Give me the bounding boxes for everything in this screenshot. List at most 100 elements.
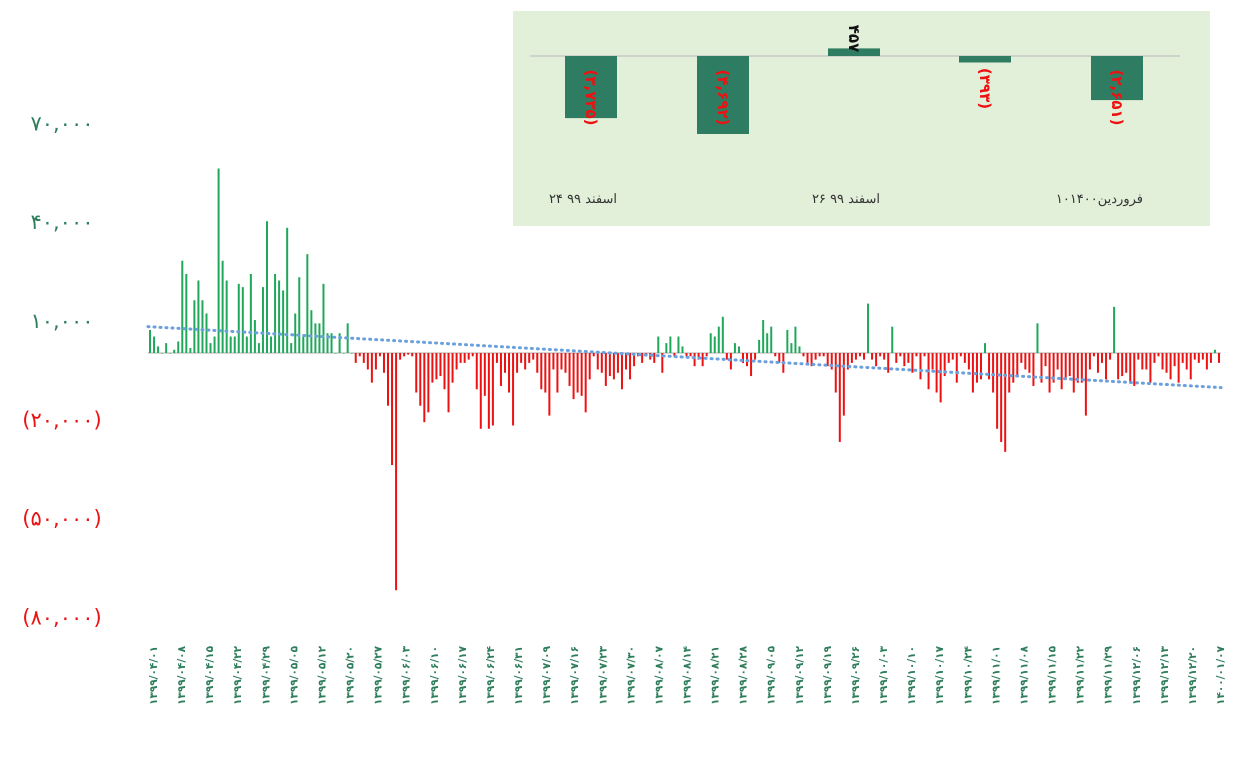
bar [245,336,248,353]
bar [1060,353,1063,390]
trendline [146,325,1223,390]
bar [717,326,720,353]
bar [568,353,571,386]
bar [996,353,999,429]
bar [988,353,991,380]
bar [1165,353,1168,373]
bar [241,287,244,353]
bar [1141,353,1144,370]
bar [1056,353,1059,370]
bar [512,353,515,426]
bar [237,283,240,353]
x-tick-label: ۱۳۹۹/۰۶/۱۰ [429,646,441,705]
bar [378,353,381,357]
inset-value-label: ۴۵۷ [845,25,863,52]
bar [596,353,599,370]
bar [177,341,180,353]
bar [503,353,506,373]
inset-background [513,11,1210,226]
bar [657,336,660,353]
bar [358,353,361,357]
bar [887,353,890,373]
bar [967,353,970,370]
bar [1020,353,1023,363]
bar [822,353,825,357]
bar [193,300,196,353]
bar [173,349,176,353]
bar [1145,353,1148,370]
bar [863,353,866,360]
inset-chart: (۲,۶۵۱) (۳۹۳) ۴۵۷ (۴,۶۹۲) (۳,۷۳۵) ۱۰فروردین۱… [513,11,1210,226]
bar [951,353,954,360]
bar [1052,353,1055,383]
bar [395,353,398,591]
bar [826,353,829,367]
bar [1217,353,1220,363]
bar [818,353,821,357]
bar [604,353,607,386]
bar [387,353,390,406]
bar [161,353,164,354]
bar [278,280,281,353]
bar [778,353,781,363]
bar [854,353,857,360]
bar [1032,353,1035,386]
bar [1129,353,1132,383]
bar [750,353,753,377]
bar [447,353,450,413]
bar [153,336,156,353]
x-tick-label: ۱۳۹۹/۰۴/۰۸ [176,645,188,705]
bar [830,353,833,370]
bar [479,353,482,429]
bar [407,353,410,355]
bar [1072,353,1075,393]
bar [943,353,946,377]
bar [274,273,277,353]
x-tick-label: ۱۳۹۹/۰۷/۳۰ [625,646,637,705]
bar [915,353,918,357]
y-axis-labels: ۷۰,۰۰۰ ۴۰,۰۰۰ ۱۰,۰۰۰ (۲۰,۰۰۰) (۵۰,۰۰۰) (۸۰,۰۰… [22,111,101,629]
bar [1193,353,1196,360]
bar [899,353,902,357]
bar [729,353,732,370]
bar [693,353,696,367]
bar [249,273,252,353]
y-tick-label: ۱۰,۰۰۰ [30,309,93,333]
inset-value-label: (۴,۶۹۲) [714,69,732,125]
x-tick-label: ۱۳۹۹/۰۸/۰۷ [653,645,665,705]
inset-bar [565,56,617,119]
bar [520,353,523,363]
bar [891,326,894,353]
inset-bar [959,56,1011,63]
bar [487,353,490,429]
bar [1105,353,1108,380]
bar [552,353,555,370]
bar [616,353,619,373]
bar [919,353,922,380]
bar [1092,353,1095,357]
bar [858,353,861,357]
bar [1036,323,1039,353]
bar [415,353,418,393]
bar [1121,353,1124,377]
bar [1076,353,1079,383]
bar [157,346,160,353]
bar [850,353,853,363]
bar [1173,353,1176,367]
x-tick-label: ۱۳۹۹/۰۶/۱۷ [457,645,469,705]
bar [1149,353,1152,383]
bar [524,353,527,370]
bar [290,343,293,353]
bar [725,353,728,360]
bar [947,353,950,363]
bar [992,353,995,393]
bar [790,343,793,353]
bar [838,353,841,442]
bar [556,353,559,393]
x-tick-label: ۱۳۹۹/۰۵/۲۷ [373,645,385,705]
bar [322,283,325,353]
x-tick-label: ۱۳۹۹/۰۷/۰۹ [541,645,553,705]
bar [165,343,168,353]
bar [1096,353,1099,373]
